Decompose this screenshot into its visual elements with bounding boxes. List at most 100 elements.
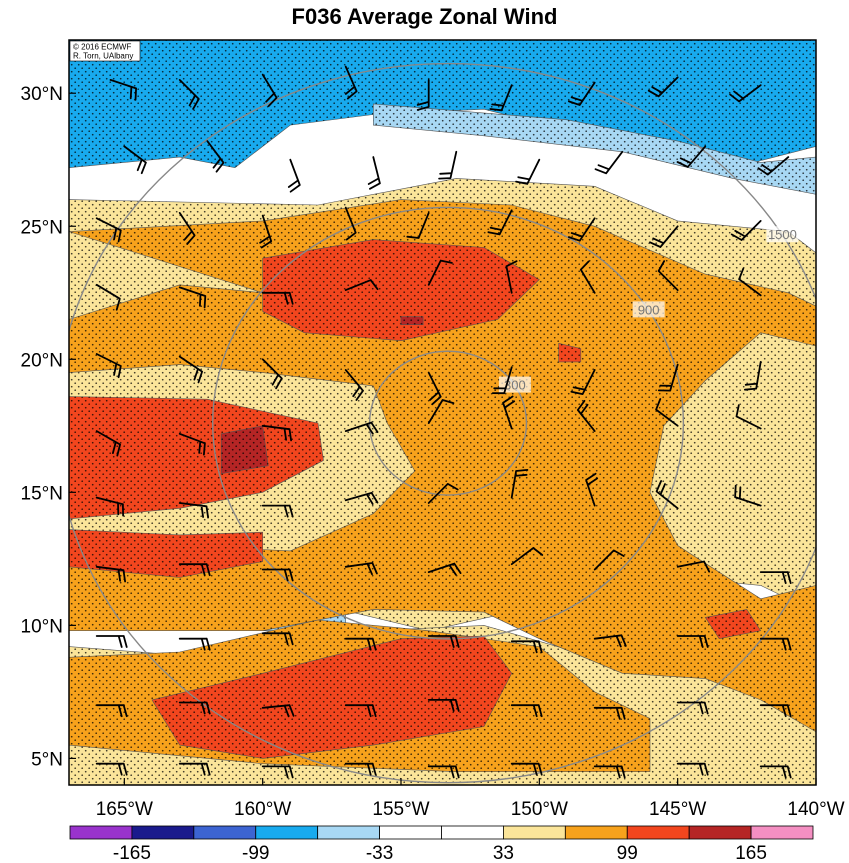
wind-barb-20 — [259, 214, 273, 249]
wind-barb-41 — [491, 366, 513, 395]
range-ring-label-bg-900 — [632, 301, 665, 318]
wind-barb-21 — [344, 206, 357, 241]
wind-barb-29 — [261, 291, 294, 305]
range-ring-label-bg-300 — [498, 376, 531, 393]
wind-barb-77 — [510, 640, 543, 654]
wind-barb-16 — [676, 145, 707, 168]
wind-barb-80 — [759, 637, 792, 651]
wind-barb-5 — [489, 84, 513, 112]
wind-barb-87 — [593, 706, 626, 720]
wind-barb-28 — [178, 286, 207, 309]
wind-barb-69 — [593, 549, 625, 571]
colorbar-swatch-5 — [379, 825, 442, 840]
wind-barb-19 — [178, 212, 196, 245]
wind-barb-54 — [95, 496, 124, 517]
wind-barb-44 — [744, 361, 762, 391]
wind-barb-45 — [95, 430, 121, 457]
wind-barb-78 — [593, 634, 627, 648]
colorbar-swatch-3 — [255, 825, 319, 840]
range-ring-label-300: 300 — [504, 378, 526, 393]
credit-line-2: R. Torn, UAlbany — [73, 52, 133, 61]
wind-region-stipple-14 — [558, 343, 581, 362]
range-ring-label-bg-1500 — [766, 226, 799, 243]
wind-barb-46 — [178, 432, 206, 456]
wind-barb-82 — [178, 701, 211, 715]
wind-barb-63 — [95, 565, 126, 583]
wind-barb-83 — [261, 704, 295, 718]
x-tick-label-3: 150°W — [511, 799, 568, 820]
wind-barb-98 — [759, 765, 792, 779]
wind-barb-64 — [178, 563, 211, 577]
wind-barb-37 — [178, 355, 203, 384]
colorbar-swatch-6 — [441, 825, 504, 840]
wind-barb-96 — [593, 765, 626, 779]
wind-region-stipple-7 — [69, 199, 816, 732]
wind-region-stipple-12 — [152, 636, 512, 759]
colorbar-swatch-2 — [193, 825, 257, 840]
wind-barb-38 — [261, 358, 283, 390]
wind-barb-36 — [95, 353, 122, 379]
y-tick-label-5: 30°N — [21, 84, 63, 105]
wind-barb-58 — [427, 483, 459, 504]
wind-barb-85 — [427, 699, 460, 712]
wind-barb-62 — [734, 484, 762, 507]
wind-barb-67 — [427, 562, 462, 576]
zonal-wind-fill — [69, 40, 816, 785]
y-tick-label-1: 10°N — [21, 616, 63, 637]
wind-barb-91 — [178, 762, 211, 776]
wind-barb-22 — [406, 212, 430, 239]
range-ring-label-900: 900 — [638, 302, 660, 317]
wind-barb-61 — [655, 480, 679, 510]
wind-barb-15 — [594, 150, 624, 175]
y-tick-label-3: 20°N — [21, 350, 63, 371]
range-ring-label-1500: 1500 — [768, 227, 797, 242]
wind-barb-35 — [738, 267, 762, 297]
wind-barb-59 — [510, 469, 529, 499]
chart-title: F036 Average Zonal Wind — [291, 4, 558, 29]
colorbar-swatch-0 — [69, 825, 133, 840]
wind-barb-23 — [487, 209, 513, 236]
wind-barb-4 — [416, 79, 430, 111]
wind-barb-95 — [510, 762, 543, 776]
colorbar-swatch-9 — [626, 825, 690, 840]
wind-barb-14 — [515, 158, 541, 185]
y-tick-label-4: 25°N — [21, 217, 63, 238]
colorbar-swatch-10 — [688, 825, 752, 840]
wind-barb-8 — [729, 84, 762, 103]
wind-barb-30 — [344, 279, 379, 291]
wind-barb-39 — [344, 369, 364, 401]
wind-barb-50 — [502, 395, 516, 430]
wind-barb-94 — [427, 765, 460, 779]
wind-region-stipple-11 — [69, 529, 263, 578]
wind-barb-48 — [344, 421, 379, 435]
wind-barb-47 — [261, 424, 292, 442]
wind-barb-79 — [676, 635, 709, 648]
wind-barb-89 — [759, 704, 792, 718]
wind-barb-11 — [287, 158, 301, 193]
colorbar-label-3: 33 — [493, 843, 514, 863]
y-tick-label-0: 5°N — [31, 749, 63, 770]
wind-barb-51 — [576, 399, 596, 432]
wind-barb-24 — [568, 217, 596, 242]
wind-barb-32 — [505, 260, 518, 294]
wind-barb-60 — [585, 472, 599, 507]
wind-barb-71 — [759, 571, 792, 584]
wind-barb-43 — [657, 363, 679, 392]
wind-barb-75 — [344, 637, 377, 651]
range-ring-1500 — [69, 62, 816, 784]
wind-barb-56 — [261, 504, 294, 518]
wind-barb-9 — [123, 145, 147, 175]
wind-region-stipple-16 — [401, 316, 424, 325]
wind-barb-72 — [95, 635, 128, 648]
wind-barb-68 — [510, 547, 544, 566]
wind-barb-12 — [367, 156, 381, 190]
wind-barb-65 — [261, 568, 294, 582]
wind-barb-84 — [344, 704, 377, 718]
wind-region-stipple-3 — [373, 103, 816, 195]
wind-barb-33 — [579, 260, 596, 294]
wind-barb-73 — [178, 637, 211, 651]
colorbar-swatch-1 — [131, 825, 195, 840]
wind-barb-76 — [427, 635, 460, 648]
range-ring-900 — [211, 206, 685, 640]
